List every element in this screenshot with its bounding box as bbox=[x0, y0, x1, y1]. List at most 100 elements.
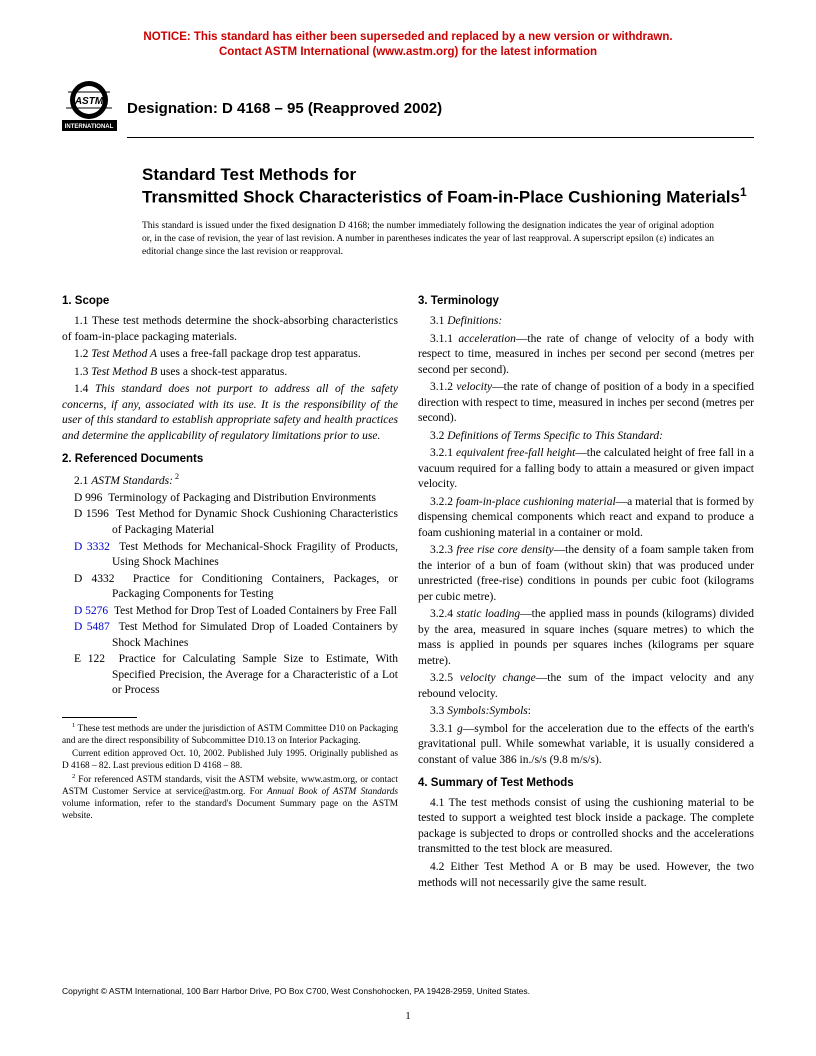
reference-item: D 3332 Test Methods for Mechanical-Shock… bbox=[62, 540, 398, 571]
s2-1-sup: 2 bbox=[173, 472, 179, 481]
s3-1-2: 3.1.2 velocity—the rate of change of pos… bbox=[418, 380, 754, 427]
reference-text: Test Method for Simulated Drop of Loaded… bbox=[110, 621, 398, 649]
s324t: static loading bbox=[457, 608, 521, 620]
s32i: Definitions of Terms Specific to This St… bbox=[447, 430, 663, 442]
s3-3-1: 3.3.1 g—symbol for the acceleration due … bbox=[418, 722, 754, 769]
left-column: 1. Scope 1.1 These test methods determin… bbox=[62, 286, 398, 893]
s323a: 3.2.3 bbox=[430, 544, 456, 556]
header-row: ASTM INTERNATIONAL Designation: D 4168 –… bbox=[62, 78, 754, 133]
s3-1-1: 3.1.1 acceleration—the rate of change of… bbox=[418, 332, 754, 379]
reference-link[interactable]: D 5276 bbox=[74, 605, 108, 617]
s3-3: 3.3 Symbols:Symbols: bbox=[418, 704, 754, 720]
s322t: foam-in-place cushioning material bbox=[456, 496, 616, 508]
notice-banner: NOTICE: This standard has either been su… bbox=[62, 30, 754, 60]
footnote-1b: Current edition approved Oct. 10, 2002. … bbox=[62, 748, 398, 772]
designation: Designation: D 4168 – 95 (Reapproved 200… bbox=[127, 94, 442, 117]
s3-2-2: 3.2.2 foam-in-place cushioning material—… bbox=[418, 495, 754, 542]
reference-item: D 5276 Test Method for Drop Test of Load… bbox=[62, 604, 398, 620]
s2-1-i: ASTM Standards: bbox=[91, 474, 173, 486]
copyright-line: Copyright © ASTM International, 100 Barr… bbox=[62, 986, 530, 996]
reference-item: E 122 Practice for Calculating Sample Si… bbox=[62, 652, 398, 699]
notice-line2: Contact ASTM International (www.astm.org… bbox=[219, 46, 597, 58]
reference-item: D 1596 Test Method for Dynamic Shock Cus… bbox=[62, 507, 398, 538]
footnote-2: 2 For referenced ASTM standards, visit t… bbox=[62, 773, 398, 822]
s3-1-a: 3.1 bbox=[430, 315, 447, 327]
svg-text:ASTM: ASTM bbox=[74, 96, 104, 107]
s1-2-i: Test Method A bbox=[91, 348, 157, 360]
s331b: —symbol for the acceleration due to the … bbox=[418, 723, 754, 766]
page-number: 1 bbox=[0, 1010, 816, 1022]
s322a: 3.2.2 bbox=[430, 496, 456, 508]
fn2-b: volume information, refer to the standar… bbox=[62, 799, 398, 821]
scope-1-1: 1.1 These test methods determine the sho… bbox=[62, 314, 398, 345]
title-block: Standard Test Methods for Transmitted Sh… bbox=[142, 164, 754, 208]
reference-link[interactable]: D 3332 bbox=[74, 541, 110, 553]
s4-2: 4.2 Either Test Method A or B may be use… bbox=[418, 860, 754, 891]
refdocs-head: 2. Referenced Documents bbox=[62, 452, 398, 468]
reference-text: Practice for Calculating Sample Size to … bbox=[105, 653, 398, 696]
s321a: 3.2.1 bbox=[430, 447, 456, 459]
header-rule bbox=[127, 137, 754, 138]
reference-text: Terminology of Packaging and Distributio… bbox=[102, 492, 376, 504]
s1-2-a: 1.2 bbox=[74, 348, 91, 360]
s4-1: 4.1 The test methods consist of using th… bbox=[418, 796, 754, 858]
reference-item: D 4332 Practice for Conditioning Contain… bbox=[62, 572, 398, 603]
s1-4-a: 1.4 bbox=[74, 383, 95, 395]
s1-2-b: uses a free-fall package drop test appar… bbox=[157, 348, 361, 360]
s1-3-a: 1.3 bbox=[74, 366, 91, 378]
s3-2-3: 3.2.3 free rise core density—the density… bbox=[418, 543, 754, 605]
fn1-text: These test methods are under the jurisdi… bbox=[62, 724, 398, 746]
term-head: 3. Terminology bbox=[418, 294, 754, 310]
s3-2-1: 3.2.1 equivalent free-fall height—the ca… bbox=[418, 446, 754, 493]
s312t: velocity bbox=[456, 381, 492, 393]
s33i: Symbols:Symbols bbox=[447, 705, 528, 717]
s3-1: 3.1 Definitions: bbox=[418, 314, 754, 330]
reference-item: D 5487 Test Method for Simulated Drop of… bbox=[62, 620, 398, 651]
reference-list: D 996 Terminology of Packaging and Distr… bbox=[62, 491, 398, 699]
s323t: free rise core density bbox=[456, 544, 553, 556]
s324a: 3.2.4 bbox=[430, 608, 457, 620]
reference-text: Practice for Conditioning Containers, Pa… bbox=[112, 573, 398, 601]
s3-2-4: 3.2.4 static loading—the applied mass in… bbox=[418, 607, 754, 669]
body-columns: 1. Scope 1.1 These test methods determin… bbox=[62, 286, 754, 893]
s1-3-b: uses a shock-test apparatus. bbox=[157, 366, 287, 378]
title-lead: Standard Test Methods for bbox=[142, 164, 754, 185]
svg-text:INTERNATIONAL: INTERNATIONAL bbox=[65, 124, 114, 130]
issuance-note: This standard is issued under the fixed … bbox=[142, 220, 714, 258]
s331a: 3.3.1 bbox=[430, 723, 457, 735]
notice-line1: NOTICE: This standard has either been su… bbox=[143, 31, 672, 43]
s312a: 3.1.2 bbox=[430, 381, 456, 393]
s325t: velocity change bbox=[460, 672, 536, 684]
s33a: 3.3 bbox=[430, 705, 447, 717]
reference-text: Test Method for Drop Test of Loaded Cont… bbox=[108, 605, 397, 617]
reference-text: Test Methods for Mechanical-Shock Fragil… bbox=[110, 541, 398, 569]
scope-1-3: 1.3 Test Method B uses a shock-test appa… bbox=[62, 365, 398, 381]
reference-link[interactable]: D 5487 bbox=[74, 621, 110, 633]
reference-code: D 1596 bbox=[74, 508, 109, 520]
page-root: NOTICE: This standard has either been su… bbox=[0, 0, 816, 1056]
s3-1-i: Definitions: bbox=[447, 315, 502, 327]
s311t: acceleration bbox=[458, 333, 515, 345]
s32a: 3.2 bbox=[430, 430, 447, 442]
s311a: 3.1.1 bbox=[430, 333, 458, 345]
title-sup: 1 bbox=[740, 185, 747, 199]
s33suf: : bbox=[528, 705, 531, 717]
reference-item: D 996 Terminology of Packaging and Distr… bbox=[62, 491, 398, 507]
scope-1-4: 1.4 This standard does not purport to ad… bbox=[62, 382, 398, 444]
s2-1-a: 2.1 bbox=[74, 474, 91, 486]
reference-code: E 122 bbox=[74, 653, 105, 665]
footnote-rule bbox=[62, 717, 137, 718]
footnote-1: 1 These test methods are under the juris… bbox=[62, 722, 398, 747]
reference-text: Test Method for Dynamic Shock Cushioning… bbox=[109, 508, 398, 536]
title-main: Transmitted Shock Characteristics of Foa… bbox=[142, 185, 754, 208]
fn2-i: Annual Book of ASTM Standards bbox=[267, 787, 398, 797]
s325a: 3.2.5 bbox=[430, 672, 460, 684]
s1-3-i: Test Method B bbox=[91, 366, 157, 378]
reference-code: D 4332 bbox=[74, 573, 115, 585]
s1-4-i: This standard does not purport to addres… bbox=[62, 383, 398, 442]
astm-logo: ASTM INTERNATIONAL bbox=[62, 78, 117, 133]
s3-2-5: 3.2.5 velocity change—the sum of the imp… bbox=[418, 671, 754, 702]
summary-head: 4. Summary of Test Methods bbox=[418, 776, 754, 792]
refdocs-2-1: 2.1 ASTM Standards: 2 bbox=[62, 472, 398, 489]
title-main-text: Transmitted Shock Characteristics of Foa… bbox=[142, 188, 740, 207]
